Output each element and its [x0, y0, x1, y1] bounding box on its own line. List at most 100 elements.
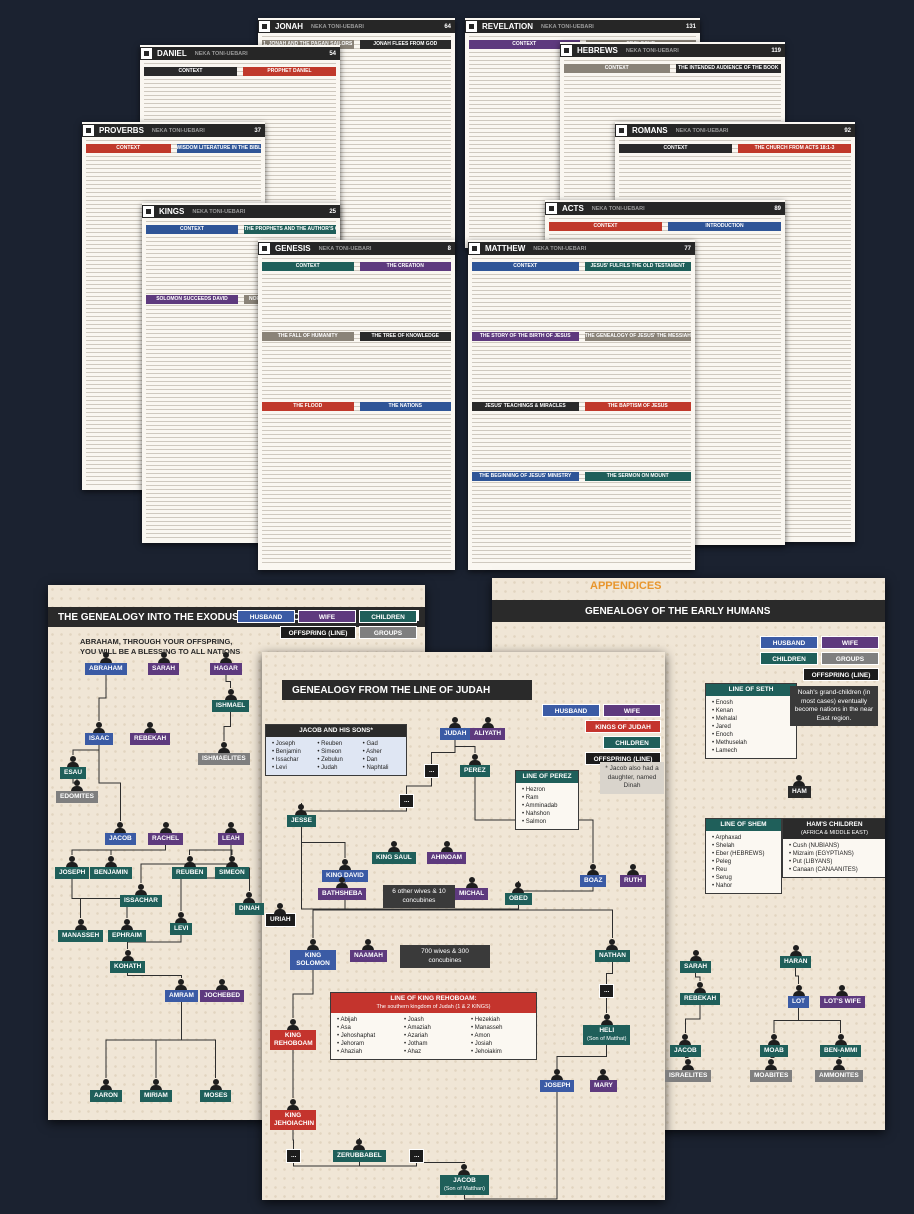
connector	[110, 845, 166, 855]
page-text: CONTEXT THE CREATION THE FALL OF HUMANITY T…	[262, 258, 451, 566]
node-label: BEN-AMMI	[824, 1047, 858, 1054]
person-node: NATHAN	[595, 939, 630, 962]
subtitle: ABRAHAM, THROUGH YOUR OFFSPRING, YOU WILL…	[80, 637, 240, 657]
person-node: HELI (Son of Matthat)	[583, 1014, 631, 1045]
section-header: JONAH FLEES FROM GOD	[359, 40, 451, 49]
person-node: JACOB (Son of Matthan)	[440, 1164, 489, 1195]
node-label: ESAU	[64, 769, 83, 776]
page-title: GENEALOGY OF THE EARLY HUMANS	[585, 605, 771, 617]
legend-item: HUSBAND	[542, 704, 600, 717]
list-item: Enosh	[712, 699, 792, 707]
list-item: Shelah	[712, 842, 777, 850]
section-header: THE PROPHETS AND THE AUTHOR'S CRITERIA F…	[244, 225, 336, 234]
person-node: EPHRAIM	[108, 919, 146, 942]
list-item: Amminadab	[522, 802, 574, 810]
section-header: CONTEXT	[144, 67, 237, 76]
list-item: Ahaz	[404, 1048, 465, 1056]
person-node: EDOMITES	[56, 780, 98, 803]
person-node: MOAB	[760, 1034, 788, 1057]
list-header: LINE OF KING REHOBOAM: The southern kingd…	[331, 993, 536, 1013]
node-label: JACOB	[109, 835, 132, 842]
list-item: Nahshon	[522, 810, 574, 818]
page-number: 64	[444, 23, 451, 30]
list-subtitle: (AFRICA & MIDDLE EAST)	[801, 830, 868, 836]
list-item: Levi	[272, 764, 311, 772]
node-label: JESSE	[291, 817, 312, 824]
list-item: Azariah	[404, 1032, 465, 1040]
page-header: HEBREWS NEKA TONI-UEBARI 119	[560, 44, 785, 57]
node-label: AMRAM	[169, 992, 194, 999]
node-label: MICHAL	[459, 890, 485, 897]
list-item: Nahor	[712, 882, 777, 890]
legend-item: HUSBAND	[760, 636, 818, 649]
person-node: MANASSEH	[58, 919, 104, 942]
list-item: Jotham	[404, 1040, 465, 1048]
node-label: LOT'S WIFE	[824, 998, 861, 1005]
list-item: Ahaziah	[337, 1048, 398, 1056]
list-item: Salmon	[522, 818, 574, 826]
person-node: MOABITES	[750, 1059, 793, 1082]
person-node: ...	[285, 1149, 302, 1163]
page-author: NEKA TONI-UEBARI	[675, 127, 729, 134]
legend-item: OFFSPRING (LINE)	[280, 626, 356, 639]
section-header: PROPHET DANIEL	[243, 67, 336, 76]
section-header: CONTEXT	[564, 64, 670, 73]
page-title: ROMANS	[632, 126, 668, 135]
person-node: REBEKAH	[680, 982, 721, 1005]
chapter-icon	[545, 202, 558, 215]
node-label: ...	[429, 767, 435, 774]
lineage-list: HAM'S CHILDREN (AFRICA & MIDDLE EAST) Cush…	[782, 818, 885, 878]
list-item: Enoch	[712, 731, 792, 739]
node-label: BENJAMIN	[94, 869, 128, 876]
list-item: Josiah	[471, 1040, 532, 1048]
connector	[798, 1008, 841, 1033]
legend: HUSBAND WIFE KINGS OF JUDAH CHILDREN OFFSPRI…	[535, 704, 661, 765]
list-item: Manasseh	[471, 1024, 532, 1032]
person-node: MICHAL	[455, 877, 489, 900]
person-node: SARAH	[680, 950, 712, 973]
page-header: PROVERBS NEKA TONI-UEBARI 37	[82, 124, 265, 137]
section-header: THE GENEALOGY OF JESUS' THE MESSIAH	[584, 332, 691, 341]
node-label: BOAZ	[584, 877, 603, 884]
person-node: JOSEPH	[540, 1069, 575, 1092]
person-node: KING SOLOMON	[290, 939, 336, 970]
node-label: ...	[404, 797, 410, 804]
list-item: Issachar	[272, 756, 311, 764]
section-header: CONTEXT	[469, 40, 580, 49]
person-node: LOT	[788, 985, 809, 1008]
node-label: REUBEN	[176, 869, 204, 876]
section-header: THE NATIONS	[359, 402, 451, 411]
page-number: 77	[684, 245, 691, 252]
list-header: JACOB AND HIS SONS*	[266, 725, 406, 737]
node-label: HAGAR	[214, 665, 238, 672]
list-header: LINE OF PEREZ	[516, 771, 578, 783]
connector	[223, 712, 231, 741]
list-item: Amaziah	[404, 1024, 465, 1032]
legend: HUSBAND WIFE CHILDREN OFFSPRING (LINE) GROUP…	[227, 610, 417, 639]
node-label: AMMONITES	[819, 1072, 859, 1079]
person-node: ...	[408, 1149, 425, 1163]
connector	[225, 675, 231, 688]
section-header: THE TREE OF KNOWLEDGE	[359, 332, 451, 341]
section-header: JESUS' FULFILS THE OLD TESTAMENT	[584, 262, 691, 271]
section-header: THE CREATION	[359, 262, 451, 271]
connector	[685, 1005, 701, 1033]
chapter-icon	[82, 124, 95, 137]
book-page: MATTHEW NEKA TONI-UEBARI 77 CONTEXT JESUS' F…	[468, 240, 695, 570]
page-title: DANIEL	[157, 49, 187, 58]
connector	[292, 970, 314, 1018]
legend-item: CHILDREN	[359, 610, 417, 623]
node-label: AHINOAM	[431, 854, 463, 861]
node-label: JOSEPH	[59, 869, 86, 876]
person-node: AMMONITES	[815, 1059, 863, 1082]
connector	[292, 1130, 294, 1150]
node-label: SIMEON	[219, 869, 245, 876]
connector	[406, 777, 432, 795]
node-label: JOSEPH	[544, 1082, 571, 1089]
person-node: AHINOAM	[427, 841, 467, 864]
connector-layer	[685, 968, 841, 1058]
list-item: Joseph	[272, 740, 311, 748]
node-label: LOT	[792, 998, 805, 1005]
chapter-icon	[258, 242, 271, 255]
